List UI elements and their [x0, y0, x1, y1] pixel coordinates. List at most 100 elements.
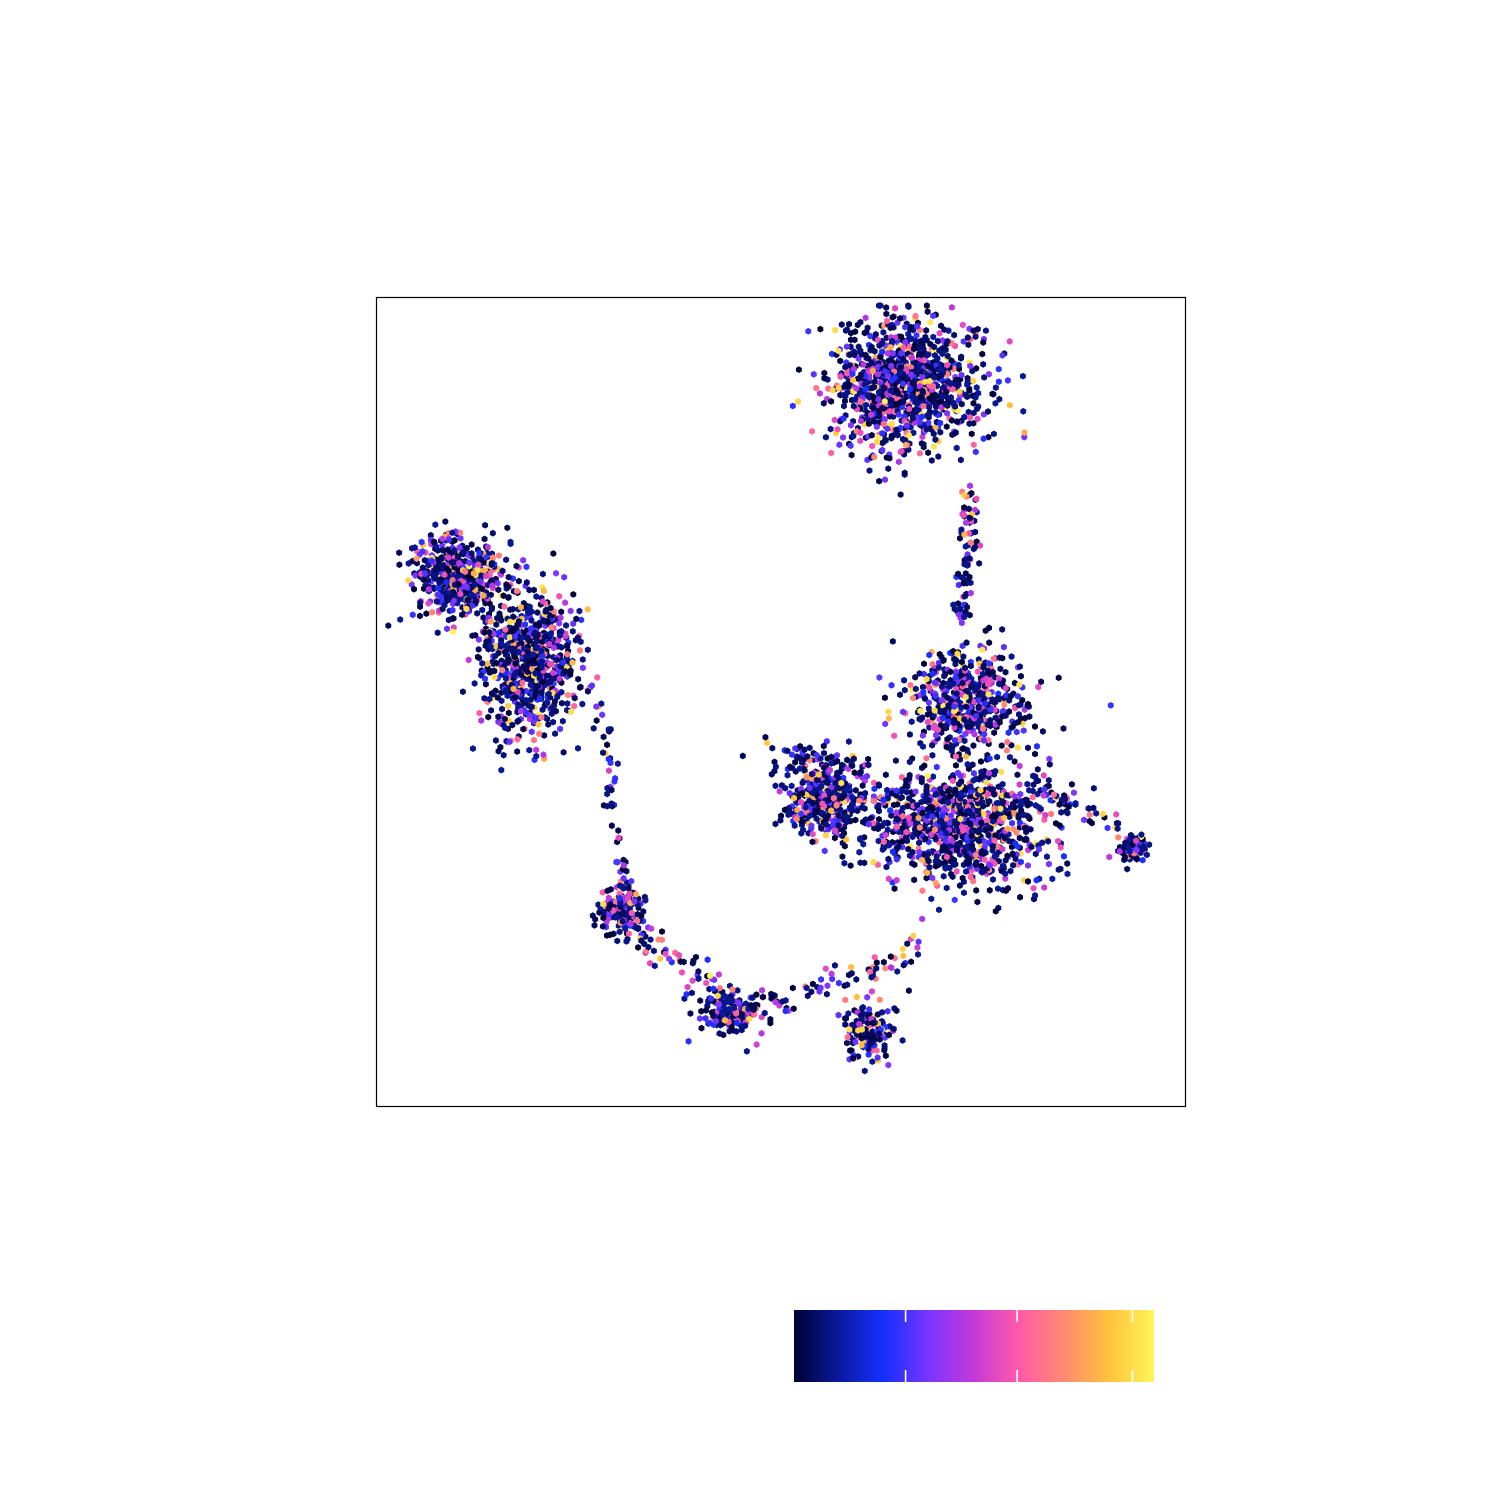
scatter-point — [482, 680, 489, 688]
scatter-point — [478, 717, 485, 724]
scatter-point — [599, 889, 606, 896]
scatter-point — [948, 357, 955, 365]
scatter-point — [875, 801, 882, 809]
scatter-point — [921, 660, 927, 668]
scatter-point — [964, 393, 971, 401]
scatter-point — [795, 366, 802, 374]
scatter-point — [544, 699, 551, 707]
scatter-point — [502, 686, 509, 694]
scatter-point — [937, 428, 944, 436]
scatter-point — [1019, 696, 1026, 704]
scatter-point — [494, 694, 501, 702]
scatter-point — [593, 717, 600, 724]
scatter-point — [916, 839, 922, 847]
scatter-point — [650, 947, 657, 955]
scatter-point — [848, 421, 854, 429]
scatter-point — [937, 366, 944, 373]
scatter-point — [614, 913, 621, 921]
scatter-point — [726, 1005, 733, 1013]
scatter-point — [887, 806, 894, 814]
scatter-point — [920, 743, 926, 750]
scatter-point — [1010, 825, 1017, 833]
scatter-point — [952, 403, 959, 410]
scatter-point — [967, 788, 974, 796]
scatter-point — [850, 376, 856, 384]
scatter-point — [558, 643, 565, 651]
scatter-point — [488, 605, 495, 613]
scatter-point — [918, 440, 925, 447]
scatter-point — [866, 467, 873, 474]
scatter-point — [973, 384, 980, 391]
scatter-point — [839, 853, 846, 861]
scatter-point — [1090, 784, 1097, 792]
scatter-point — [444, 625, 450, 633]
scatter-point — [1012, 840, 1019, 847]
scatter-point — [1002, 806, 1009, 814]
scatter-point — [907, 681, 914, 689]
scatter-point — [540, 751, 547, 759]
scatter-point — [952, 786, 959, 794]
scatter-point — [821, 369, 828, 377]
scatter-point — [888, 812, 895, 819]
scatter-point — [998, 742, 1005, 750]
scatter-point — [999, 351, 1006, 359]
scatter-point — [942, 865, 949, 872]
scatter-point — [1045, 837, 1052, 845]
scatter-point — [881, 398, 888, 405]
scatter-point — [961, 889, 967, 897]
scatter-point — [642, 896, 649, 904]
scatter-point — [900, 380, 906, 388]
scatter-point — [1146, 841, 1153, 849]
scatter-point — [1021, 429, 1028, 436]
scatter-point — [786, 789, 793, 797]
scatter-point — [439, 535, 446, 543]
scatter-point — [974, 405, 980, 413]
scatter-point — [472, 598, 479, 606]
scatter-point — [962, 730, 969, 738]
scatter-point — [1020, 407, 1027, 415]
scatter-point — [948, 394, 954, 401]
scatter-point — [742, 1000, 749, 1008]
scatter-point — [917, 338, 924, 346]
scatter-point — [619, 917, 626, 925]
scatter-point — [505, 573, 512, 581]
scatter-point — [504, 692, 511, 700]
scatter-point — [905, 431, 912, 439]
scatter-point — [945, 787, 952, 795]
scatter-point — [888, 362, 895, 370]
scatter-point — [951, 896, 958, 904]
scatter-point — [921, 762, 928, 770]
scatter-point — [810, 370, 817, 378]
scatter-point — [925, 705, 932, 712]
scatter-point — [541, 633, 548, 641]
scatter-point — [976, 560, 983, 567]
scatter-point — [560, 659, 567, 666]
scatter-point — [903, 441, 909, 449]
scatter-point — [819, 800, 826, 808]
scatter-point — [934, 337, 941, 345]
scatter-point — [423, 610, 430, 618]
scatter-point — [862, 314, 869, 322]
scatter-point — [876, 815, 882, 823]
scatter-point — [523, 696, 530, 704]
scatter-point — [912, 312, 919, 320]
scatter-point — [948, 837, 955, 845]
scatter-point — [605, 755, 612, 763]
scatter-point — [734, 987, 741, 994]
scatter-point — [932, 692, 939, 700]
scatter-point — [841, 402, 847, 410]
scatter-point — [920, 683, 926, 691]
scatter-point — [832, 827, 839, 834]
scatter-point — [908, 371, 914, 378]
scatter-point — [955, 581, 962, 589]
scatter-point — [434, 629, 441, 637]
scatter-point — [490, 554, 496, 562]
scatter-point — [995, 675, 1002, 682]
scatter-point — [889, 848, 896, 856]
scatter-point — [466, 559, 473, 567]
scatter-point — [925, 699, 932, 706]
scatter-point — [640, 908, 647, 915]
scatter-point — [1035, 683, 1042, 691]
scatter-point — [994, 753, 1001, 761]
scatter-point — [973, 886, 980, 894]
